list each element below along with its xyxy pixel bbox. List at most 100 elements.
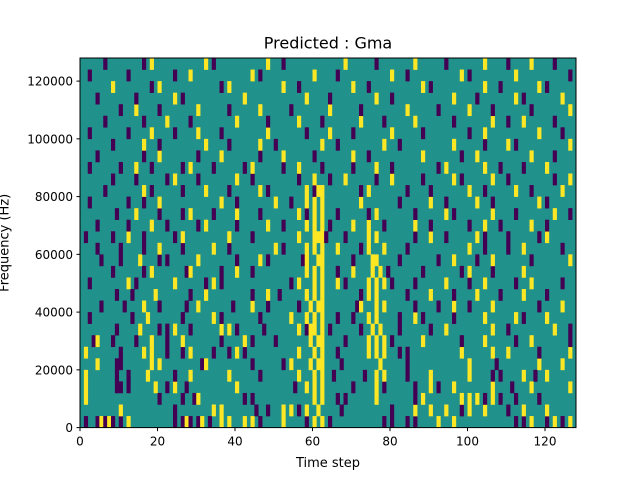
heatmap-cell [250,265,255,278]
heatmap-cell [316,335,321,348]
heatmap-cell [308,323,313,336]
heatmap-cell [405,104,410,117]
x-tick-label: 80 [382,435,397,449]
heatmap-cell [459,335,464,348]
heatmap-cell [157,150,162,163]
heatmap-cell [351,81,356,93]
heatmap-cell [235,196,240,209]
heatmap-cell [173,277,178,290]
heatmap-cell [320,138,325,151]
heatmap-cell [266,289,271,301]
heatmap-cell [188,323,193,336]
heatmap-cell [312,185,317,197]
heatmap-cell [374,346,379,359]
heatmap-cell [568,323,573,336]
heatmap-cell [114,381,120,394]
heatmap-cell [359,300,364,313]
heatmap-cell [281,242,286,255]
heatmap-cell [335,312,340,324]
heatmap-cell [366,208,371,220]
heatmap-cell [312,416,317,428]
heatmap-cell [165,173,170,186]
heatmap-cell [320,381,325,394]
heatmap-cell [258,312,263,324]
heatmap-cell [165,346,170,359]
heatmap-cell [180,231,185,244]
heatmap-cell [262,323,267,336]
heatmap-cell [343,335,348,348]
heatmap-cell [316,300,321,313]
heatmap-cell [320,323,325,336]
heatmap-cell [87,277,92,290]
heatmap-cell [196,392,201,405]
heatmap-cell [545,369,550,382]
heatmap-cell [165,335,170,348]
heatmap-cell [157,138,162,151]
heatmap-cell [552,416,557,428]
heatmap-cell [188,346,193,359]
heatmap-cell [351,219,356,232]
heatmap-cell [374,381,379,394]
heatmap-cell [390,404,395,417]
heatmap-cell [529,185,534,197]
heatmap-cell [297,208,302,220]
heatmap-cell [118,104,123,117]
heatmap-cell [173,416,178,428]
heatmap-cell [211,312,216,324]
heatmap-cell [142,138,147,151]
heatmap-cell [126,219,131,232]
heatmap-cell [266,219,271,232]
heatmap-cell [312,196,317,209]
heatmap-cell [227,242,232,255]
heatmap-cell [149,81,154,93]
heatmap-cell [312,231,317,244]
heatmap-cell [498,369,503,382]
heatmap-cell [467,219,472,232]
heatmap-cell [382,416,387,428]
heatmap-cell [289,196,294,209]
heatmap-cell [552,208,557,220]
y-tick-label: 120000 [27,75,73,89]
heatmap-cell [173,173,178,186]
heatmap-cell [126,69,131,82]
heatmap-cell [475,150,480,163]
heatmap-cell [405,346,410,359]
heatmap-cell [114,323,120,336]
heatmap-cell [165,115,170,128]
heatmap-cell [289,358,294,371]
heatmap-cell [235,265,240,278]
heatmap-cell [529,219,534,232]
x-tick-label: 100 [456,435,479,449]
heatmap-cell [149,161,154,174]
heatmap-cell [444,323,449,336]
heatmap-cell [374,231,379,244]
heatmap-cell [157,358,162,371]
heatmap-cell [490,300,495,313]
heatmap-cell [219,335,224,348]
heatmap-cell [304,404,309,417]
heatmap-cell [308,335,313,348]
heatmap-cell [475,289,480,301]
heatmap-cell [483,231,488,244]
heatmap-cell [405,289,410,301]
heatmap-cell [149,265,154,278]
heatmap-cell [483,81,488,93]
heatmap-cell [510,381,515,394]
heatmap-cell [188,265,193,278]
heatmap-cell [421,392,426,405]
heatmap-cell [219,81,224,93]
heatmap-cell [157,208,162,220]
heatmap-cell [126,381,131,394]
heatmap-cell [413,58,418,70]
heatmap-cell [343,58,348,70]
heatmap-cell [258,150,263,163]
heatmap-cell [382,219,387,232]
heatmap-cell [490,208,495,220]
heatmap-cell [413,392,418,405]
heatmap-cell [529,58,534,70]
heatmap-cell [304,254,309,267]
heatmap-cell [281,150,286,163]
heatmap-cell [157,254,162,267]
heatmap-cell [180,416,185,428]
heatmap-cell [231,300,236,313]
